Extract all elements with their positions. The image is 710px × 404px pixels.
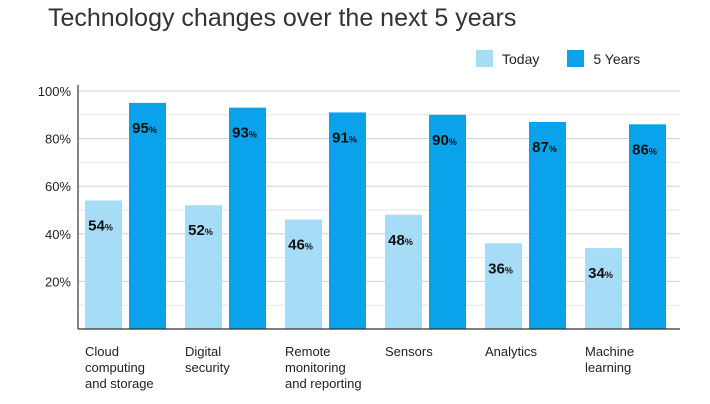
bar-today [185, 205, 222, 329]
bar-5-years [129, 102, 166, 330]
bar-today [85, 200, 122, 329]
legend-label-5-years: 5 Years [593, 50, 641, 67]
x-tick-label: Remote monitoring and reporting [285, 344, 362, 391]
bar-today [385, 214, 422, 329]
data-label: 34% [588, 265, 613, 282]
data-label: 93% [232, 125, 257, 142]
data-label: 87% [532, 139, 557, 156]
legend: Today 5 Years [476, 50, 668, 67]
x-tick-label: Machine learning [585, 344, 634, 375]
bar-5-years [229, 107, 266, 329]
bar-5-years [529, 121, 566, 329]
bar-5-years [329, 112, 366, 329]
data-label: 91% [332, 129, 357, 146]
y-tick-label: 40% [45, 227, 71, 242]
data-label: 90% [432, 132, 457, 149]
data-label: 36% [488, 260, 513, 277]
data-label: 86% [632, 141, 657, 158]
bar-5-years [629, 124, 666, 329]
chart-title: Technology changes over the next 5 years [48, 4, 517, 32]
bar-today [585, 248, 622, 329]
data-label: 95% [132, 120, 157, 137]
y-tick-label: 60% [45, 179, 71, 194]
y-tick-label: 100% [38, 84, 72, 99]
legend-item-today: Today [476, 50, 539, 67]
data-label: 46% [288, 237, 313, 254]
bar-today [285, 219, 322, 329]
legend-swatch-today [476, 50, 493, 67]
bar-today [485, 243, 522, 329]
x-tick-label: Analytics [485, 344, 538, 359]
y-tick-label: 80% [45, 132, 71, 147]
y-tick-label: 20% [45, 274, 71, 289]
legend-item-5-years: 5 Years [567, 50, 640, 67]
x-tick-label: Digital security [185, 344, 230, 375]
data-label: 52% [188, 222, 213, 239]
x-tick-label: Cloud computing and storage [85, 344, 154, 391]
data-label: 54% [88, 217, 113, 234]
data-label: 48% [388, 232, 413, 249]
x-tick-label: Sensors [385, 344, 433, 359]
legend-swatch-5-years [567, 50, 585, 67]
bar-5-years [429, 114, 466, 329]
legend-label-today: Today [502, 50, 540, 67]
